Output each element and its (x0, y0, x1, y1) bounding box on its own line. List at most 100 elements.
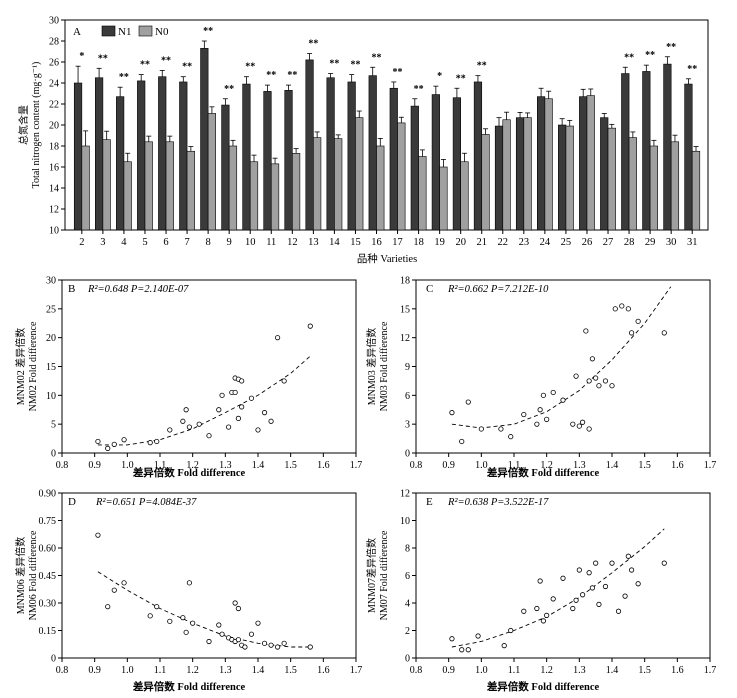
data-point-d (111, 587, 117, 593)
panel-label-a: A (73, 26, 81, 38)
bar-n0 (628, 137, 637, 231)
data-point-e (625, 553, 631, 559)
bar-n0 (670, 141, 680, 231)
x-tick-label-b: 1.3 (219, 460, 232, 471)
data-point-e (537, 578, 543, 584)
data-point-e (560, 575, 566, 581)
bar-n0 (565, 125, 574, 231)
significance-marker: ** (624, 52, 634, 63)
stats-annotation-d: R²=0.651 P=4.084E-37 (95, 497, 197, 508)
significance-marker: ** (372, 52, 382, 63)
data-point-e (609, 560, 615, 566)
y-tick-label-b: 15 (46, 362, 56, 373)
bar-n0 (376, 145, 385, 231)
y-tick-label-d: 0.90 (39, 489, 57, 500)
x-tick-label-a: 29 (645, 237, 656, 248)
bar-n1 (263, 91, 272, 231)
data-point-c (583, 328, 589, 334)
data-point-d (95, 532, 101, 538)
significance-marker: ** (393, 67, 403, 78)
x-axis-label-c: 差异倍数 Fold difference (487, 466, 600, 479)
bar-n1 (389, 87, 398, 231)
data-point-b (183, 407, 189, 413)
plot-frame-b (61, 279, 357, 454)
trend-line-c (451, 286, 672, 429)
y-axis-label-en-b: NM02 Fold difference (28, 321, 39, 411)
x-tick-label-a: 14 (329, 237, 340, 248)
bar-n0 (691, 150, 701, 231)
data-point-e (615, 608, 622, 614)
bar-n0 (544, 98, 553, 231)
x-tick-label-c: 1.3 (573, 460, 586, 471)
x-tick-label-a: 9 (227, 237, 232, 248)
x-tick-label-b: 1.6 (317, 460, 330, 471)
y-axis-label-en-a: Total nitrogen content (mg·g⁻¹) (31, 62, 42, 189)
y-tick-label-d: 0.15 (39, 626, 57, 637)
bar-n1 (431, 94, 440, 231)
data-point-d (121, 580, 127, 586)
data-point-b (219, 392, 225, 398)
data-point-c (534, 421, 540, 427)
data-point-e (622, 593, 628, 599)
data-point-e (586, 570, 592, 576)
data-point-d (307, 644, 313, 650)
bar-n0 (144, 141, 153, 231)
y-tick-label-a: 18 (49, 142, 59, 153)
panel-d: 0 0.15 0.30 0.45 0.60 0.75 0.90 0.8 0.9 1.0 1.1 1.2… (14, 489, 362, 694)
data-point-e (508, 627, 514, 634)
x-tick-label-a: 13 (308, 237, 319, 248)
x-tick-label-a: 10 (245, 237, 256, 248)
x-tick-label-d: 1.4 (252, 665, 265, 676)
bar-n0 (355, 117, 364, 231)
bar-n1 (179, 81, 188, 231)
data-point-d (216, 622, 222, 628)
x-axis-label-d: 差异倍数 Fold difference (133, 680, 246, 693)
bar-n0 (165, 141, 174, 231)
data-point-b (268, 418, 274, 424)
x-axis-label-b: 差异倍数 Fold difference (133, 466, 246, 479)
significance-marker: ** (245, 62, 255, 73)
x-tick-label-d: 0.8 (56, 665, 69, 676)
y-tick-label-d: 0.30 (39, 599, 57, 610)
y-tick-label-c: 15 (400, 304, 410, 315)
x-tick-label-e: 1.3 (573, 665, 586, 676)
x-tick-label-c: 0.9 (442, 460, 455, 471)
y-tick-label-a: 28 (49, 37, 59, 48)
y-tick-label-b: 30 (46, 276, 56, 287)
y-tick-label-a: 16 (49, 163, 59, 174)
data-point-c (498, 426, 504, 432)
data-point-c (550, 389, 556, 396)
plot-frame-e (415, 492, 711, 659)
data-point-c (465, 399, 471, 405)
x-tick-label-a: 6 (163, 237, 168, 248)
significance-marker: ** (98, 53, 108, 64)
bar-n0 (481, 134, 490, 231)
y-tick-label-b: 10 (46, 391, 56, 402)
data-point-b (121, 437, 127, 443)
data-point-c (459, 438, 465, 445)
data-point-c (609, 383, 615, 389)
data-point-e (544, 612, 550, 618)
bar-n1 (684, 83, 693, 231)
x-tick-label-a: 31 (687, 237, 698, 248)
significance-marker: ** (456, 73, 466, 84)
data-point-e (534, 605, 540, 612)
x-axis-label-e: 差异倍数 Fold difference (487, 680, 600, 693)
data-point-d (242, 644, 248, 650)
x-tick-label-a: 25 (561, 237, 572, 248)
bar-n0 (207, 113, 216, 231)
significance-marker: ** (224, 84, 234, 95)
x-tick-label-a: 24 (540, 237, 551, 248)
data-point-e (635, 581, 641, 587)
data-point-d (248, 631, 255, 637)
x-tick-label-c: 0.8 (410, 460, 423, 471)
data-point-d (190, 620, 196, 626)
x-tick-label-a: 22 (498, 237, 509, 248)
bar-n0 (228, 145, 238, 231)
panel-b: 0 5 10 15 20 25 30 0.8 0.9 1.0 1.1 1.2 1.3 1.4 1.5 1.6 1… (14, 276, 362, 480)
data-point-c (586, 426, 592, 432)
data-point-c (537, 407, 543, 413)
data-point-c (602, 378, 609, 384)
panel-label-c: C (426, 283, 433, 295)
data-point-d (255, 620, 261, 626)
